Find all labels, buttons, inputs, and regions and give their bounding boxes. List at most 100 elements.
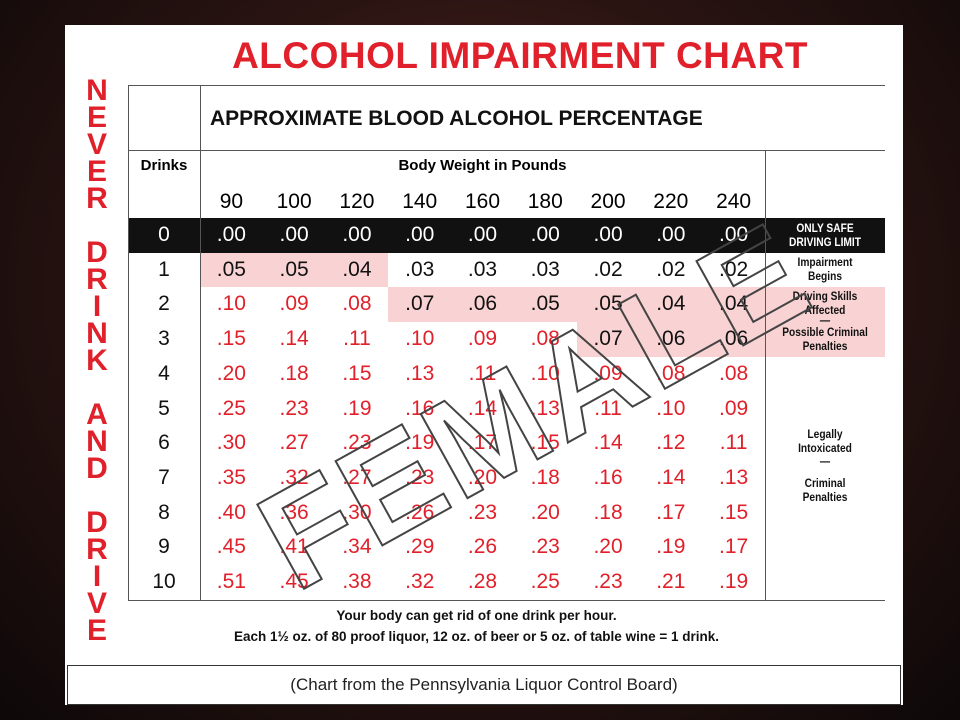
weight: 160 xyxy=(464,190,501,213)
note: — xyxy=(819,454,831,469)
line xyxy=(128,85,885,86)
line xyxy=(765,150,766,600)
bac-cell: .09 xyxy=(467,327,498,351)
bac-cell: .11 xyxy=(719,431,748,455)
side-word: NEVER xyxy=(86,74,108,215)
bac-cell: .02 xyxy=(719,257,749,281)
bac-cell: .02 xyxy=(593,257,623,281)
bac-cell: .25 xyxy=(216,396,246,420)
bac-cell: .12 xyxy=(656,431,686,455)
bac-cell: .09 xyxy=(593,361,623,385)
bac-cell: .36 xyxy=(279,500,309,524)
bac-cell: .10 xyxy=(405,327,435,351)
bac-cell: .08 xyxy=(530,327,560,351)
bac-cell: .28 xyxy=(467,570,498,593)
bac-cell: .15 xyxy=(342,361,372,385)
line xyxy=(128,150,885,151)
bac-cell: .23 xyxy=(530,535,560,559)
bac-cell: .32 xyxy=(279,465,309,489)
bac-cell: .16 xyxy=(405,396,435,420)
bac-cell: .15 xyxy=(216,327,246,351)
bac-cell: .30 xyxy=(342,500,372,524)
bac-cell: .23 xyxy=(405,465,435,489)
bac-cell: .05 xyxy=(530,292,560,316)
drinks: 9 xyxy=(158,535,170,559)
bac-cell: .32 xyxy=(405,570,435,593)
bac-cell: .19 xyxy=(656,535,686,559)
bac-cell: .30 xyxy=(216,431,246,455)
drinks: 5 xyxy=(158,396,170,420)
bac-cell: .17 xyxy=(719,535,749,559)
bac-cell: .15 xyxy=(530,431,560,455)
bac-cell: .26 xyxy=(405,500,435,524)
bac-cell: .29 xyxy=(405,535,435,559)
bac-cell: .10 xyxy=(216,292,246,316)
bac-cell: .23 xyxy=(279,396,309,420)
highlight xyxy=(200,252,389,288)
bac-cell: .00 xyxy=(405,223,435,246)
bac-cell: .40 xyxy=(216,500,246,524)
bac-cell: .35 xyxy=(216,465,246,489)
drinks: 3 xyxy=(158,327,170,351)
drinks: 4 xyxy=(158,361,170,385)
bac-cell: .14 xyxy=(656,465,686,489)
line xyxy=(200,85,201,600)
title: ALCOHOL IMPAIRMENT CHART xyxy=(232,35,808,76)
bac-cell: .05 xyxy=(216,257,246,281)
note: ONLY SAFE DRIVING LIMIT xyxy=(789,221,861,249)
bac-cell: .14 xyxy=(279,327,309,351)
bac-cell: .07 xyxy=(405,292,435,316)
bac-cell: .16 xyxy=(593,465,623,489)
bac-cell: .38 xyxy=(342,570,372,593)
bac-cell: .08 xyxy=(656,361,686,385)
bac-cell: .23 xyxy=(593,570,623,593)
highlight xyxy=(765,287,885,357)
weight: 140 xyxy=(402,190,438,213)
bac-cell: .09 xyxy=(279,292,309,316)
weight: 100 xyxy=(276,190,312,213)
bac-cell: .00 xyxy=(593,223,623,246)
bac-cell: .17 xyxy=(467,431,498,455)
bac-cell: .08 xyxy=(342,292,372,316)
bac-cell: .13 xyxy=(530,396,560,420)
bac-cell: .00 xyxy=(279,223,309,246)
bac-cell: .11 xyxy=(594,396,622,420)
weight: 200 xyxy=(590,190,626,213)
bac-cell: .13 xyxy=(405,361,435,385)
weight: 180 xyxy=(527,190,563,213)
line xyxy=(128,599,885,601)
bac-cell: .00 xyxy=(656,223,686,246)
bac-cell: .14 xyxy=(467,396,498,420)
bac-cell: .27 xyxy=(342,465,372,489)
bac-cell: .20 xyxy=(593,535,623,559)
black-row xyxy=(128,218,885,253)
drinks-header: Drinks xyxy=(140,157,188,174)
side-text: NEVER DRINK AND DRIVE xyxy=(79,74,115,646)
drinks: 1 xyxy=(158,257,170,281)
highlight xyxy=(388,287,765,323)
chart-card: ALCOHOL IMPAIRMENT CHART NEVER DRINK AND DR… xyxy=(65,25,903,705)
bac-cell: .11 xyxy=(343,327,371,351)
bac-cell: .34 xyxy=(342,535,372,559)
drinks: 0 xyxy=(158,223,170,246)
bac-cell: .03 xyxy=(405,257,435,281)
bac-cell: .14 xyxy=(593,431,623,455)
weight: 240 xyxy=(716,190,752,213)
bac-cell: .00 xyxy=(342,223,372,246)
note: Impairment Begins xyxy=(797,254,853,283)
drinks: 7 xyxy=(158,465,170,489)
drinks: 2 xyxy=(158,292,170,316)
weight: 120 xyxy=(339,190,375,213)
bac-cell: .06 xyxy=(719,327,749,351)
bac-cell: .19 xyxy=(405,431,435,455)
bac-cell: .25 xyxy=(530,570,560,593)
bac-cell: .00 xyxy=(216,223,246,246)
line xyxy=(128,85,129,600)
bac-cell: .10 xyxy=(656,396,686,420)
bac-cell: .11 xyxy=(468,361,497,385)
bac-cell: .08 xyxy=(719,361,749,385)
highlight xyxy=(576,322,765,357)
bac-cell: .05 xyxy=(279,257,309,281)
footer: Each 1½ oz. of 80 proof liquor, 12 oz. o… xyxy=(234,628,719,644)
bac-cell: .05 xyxy=(593,292,623,316)
